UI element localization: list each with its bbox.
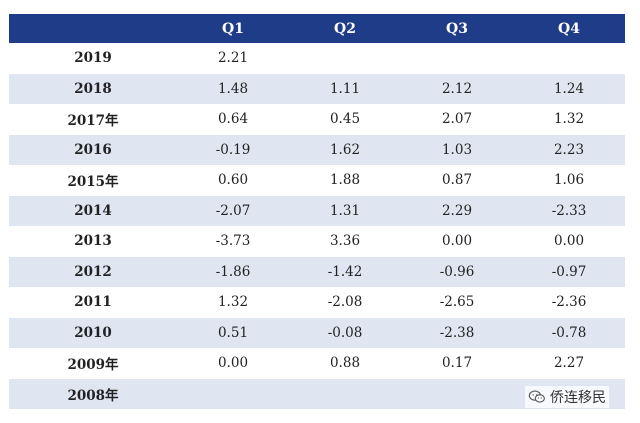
- table-row: 2018 1.48 1.11 2.12 1.24: [9, 73, 625, 104]
- returns-table: Q1 Q2 Q3 Q4 2019 2.21 2018 1.48 1.11 2.12 1.24…: [9, 14, 625, 409]
- watermark: 侨连移民: [525, 386, 609, 408]
- header-q3: Q3: [446, 20, 468, 37]
- cell-year: 2009年: [67, 357, 119, 374]
- cell-year: 2017年: [67, 113, 119, 130]
- cell-q2: 0.45: [329, 111, 361, 128]
- cell-q3: -2.65: [439, 294, 475, 311]
- cell-q3: -0.96: [439, 263, 475, 280]
- table-header: Q1 Q2 Q3 Q4: [9, 14, 625, 43]
- cell-q4: 1.32: [553, 111, 585, 128]
- cell-year: 2011: [74, 294, 112, 311]
- cell-q2: 1.62: [329, 141, 361, 158]
- header-q4: Q4: [558, 20, 580, 37]
- cell-year: 2018: [74, 80, 112, 97]
- cell-q1: 1.32: [217, 294, 249, 311]
- cell-q1: 0.51: [217, 324, 249, 341]
- cell-year: 2013: [74, 233, 112, 250]
- cell-q1: 0.64: [217, 111, 249, 128]
- cell-q1: -0.19: [215, 141, 251, 158]
- cell-q1: -3.73: [215, 233, 251, 250]
- table-row: 2008年: [9, 378, 625, 409]
- cell-q3: -2.38: [439, 324, 475, 341]
- cell-q1: 0.60: [217, 172, 249, 189]
- cell-q3: 0.87: [441, 172, 473, 189]
- cell-q3: 1.03: [441, 141, 473, 158]
- table-row: 2016 -0.19 1.62 1.03 2.23: [9, 134, 625, 165]
- cell-year: 2008年: [67, 387, 119, 404]
- cell-q2: 1.11: [329, 80, 361, 97]
- cell-q1: 0.00: [217, 355, 249, 372]
- cell-q3: 2.12: [441, 80, 473, 97]
- cell-q3: 0.17: [441, 355, 473, 372]
- wechat-icon: [528, 390, 545, 403]
- cell-q4: 1.24: [553, 80, 585, 97]
- cell-q4: 1.06: [553, 172, 585, 189]
- header-q1: Q1: [222, 20, 244, 37]
- table-row: 2010 0.51 -0.08 -2.38 -0.78: [9, 317, 625, 348]
- cell-q4: 2.23: [553, 141, 585, 158]
- cell-q3: 0.00: [441, 233, 473, 250]
- table-row: 2013 -3.73 3.36 0.00 0.00: [9, 226, 625, 257]
- cell-year: 2019: [74, 50, 112, 67]
- cell-year: 2012: [74, 263, 112, 280]
- cell-q3: 2.07: [441, 111, 473, 128]
- cell-q1: 2.21: [217, 50, 249, 67]
- cell-q4: -0.97: [551, 263, 587, 280]
- cell-q4: 2.27: [553, 355, 585, 372]
- cell-year: 2010: [74, 324, 112, 341]
- table-row: 2009年 0.00 0.88 0.17 2.27: [9, 348, 625, 379]
- cell-q1: -2.07: [215, 202, 251, 219]
- table-row: 2014 -2.07 1.31 2.29 -2.33: [9, 195, 625, 226]
- cell-q2: 1.88: [329, 172, 361, 189]
- cell-q1: -1.86: [215, 263, 251, 280]
- cell-q4: -2.36: [551, 294, 587, 311]
- table-row: 2017年 0.64 0.45 2.07 1.32: [9, 104, 625, 135]
- cell-year: 2016: [74, 141, 112, 158]
- table-row: 2012 -1.86 -1.42 -0.96 -0.97: [9, 256, 625, 287]
- cell-q4: -0.78: [551, 324, 587, 341]
- table-row: 2011 1.32 -2.08 -2.65 -2.36: [9, 287, 625, 318]
- watermark-text: 侨连移民: [550, 390, 606, 406]
- cell-q2: 0.88: [329, 355, 361, 372]
- cell-year: 2014: [74, 202, 112, 219]
- table-row: 2019 2.21: [9, 43, 625, 74]
- cell-q2: -2.08: [327, 294, 363, 311]
- table-row: 2015年 0.60 1.88 0.87 1.06: [9, 165, 625, 196]
- cell-q4: -2.33: [551, 202, 587, 219]
- cell-q2: 3.36: [329, 233, 361, 250]
- cell-q2: -1.42: [327, 263, 363, 280]
- cell-q3: 2.29: [441, 202, 473, 219]
- cell-q2: 1.31: [329, 202, 361, 219]
- cell-year: 2015年: [67, 174, 119, 191]
- cell-q4: 0.00: [553, 233, 585, 250]
- header-q2: Q2: [334, 20, 356, 37]
- cell-q2: -0.08: [327, 324, 363, 341]
- cell-q1: 1.48: [217, 80, 249, 97]
